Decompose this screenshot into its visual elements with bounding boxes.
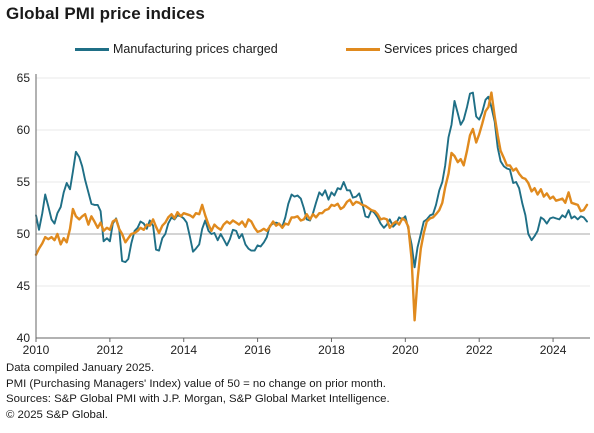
legend-swatch-services xyxy=(346,47,380,51)
footer-copyright: © 2025 S&P Global. xyxy=(6,408,108,421)
y-tick-label: 55 xyxy=(17,175,31,189)
line-chart: 40 45 50 55 60 65 2010 2012 2014 2016 2018 2020 2022… xyxy=(17,71,590,357)
y-tick-label: 65 xyxy=(17,71,31,85)
chart-tick-labels: 40 45 50 55 60 65 2010 2012 2014 2016 2018 2020 2022… xyxy=(17,71,567,357)
x-tick-label: 2022 xyxy=(466,343,493,357)
series-line-manufacturing xyxy=(35,91,588,269)
x-tick-label: 2018 xyxy=(318,343,345,357)
y-tick-label: 40 xyxy=(17,331,31,345)
x-tick-label: 2020 xyxy=(392,343,419,357)
y-tick-label: 60 xyxy=(17,123,31,137)
y-tick-label: 45 xyxy=(17,279,31,293)
legend-item-manufacturing: Manufacturing prices charged xyxy=(75,42,278,56)
footer-sources: Sources: S&P Global PMI with J.P. Morgan… xyxy=(6,393,390,406)
chart-footer: Data compiled January 2025. PMI (Purchas… xyxy=(6,361,390,423)
x-tick-label: 2024 xyxy=(540,343,567,357)
chart-title: Global PMI price indices xyxy=(6,4,205,23)
legend-label-services: Services prices charged xyxy=(384,42,518,56)
series-line-services xyxy=(34,91,589,322)
legend-item-services: Services prices charged xyxy=(346,42,517,56)
x-tick-label: 2010 xyxy=(23,343,50,357)
x-tick-label: 2012 xyxy=(97,343,124,357)
legend-label-manufacturing: Manufacturing prices charged xyxy=(113,42,278,56)
chart-gridlines xyxy=(36,77,590,339)
footer-note: Data compiled January 2025. xyxy=(6,362,155,374)
chart-axes xyxy=(35,74,590,342)
y-tick-label: 50 xyxy=(17,227,31,241)
x-tick-label: 2016 xyxy=(244,343,271,357)
legend-swatch-manufacturing xyxy=(75,47,109,51)
chart-legend: Manufacturing prices charged Services pr… xyxy=(0,42,594,58)
x-tick-label: 2014 xyxy=(170,343,197,357)
footer-definition: PMI (Purchasing Managers' Index) value o… xyxy=(6,377,386,390)
chart-series xyxy=(34,91,589,322)
